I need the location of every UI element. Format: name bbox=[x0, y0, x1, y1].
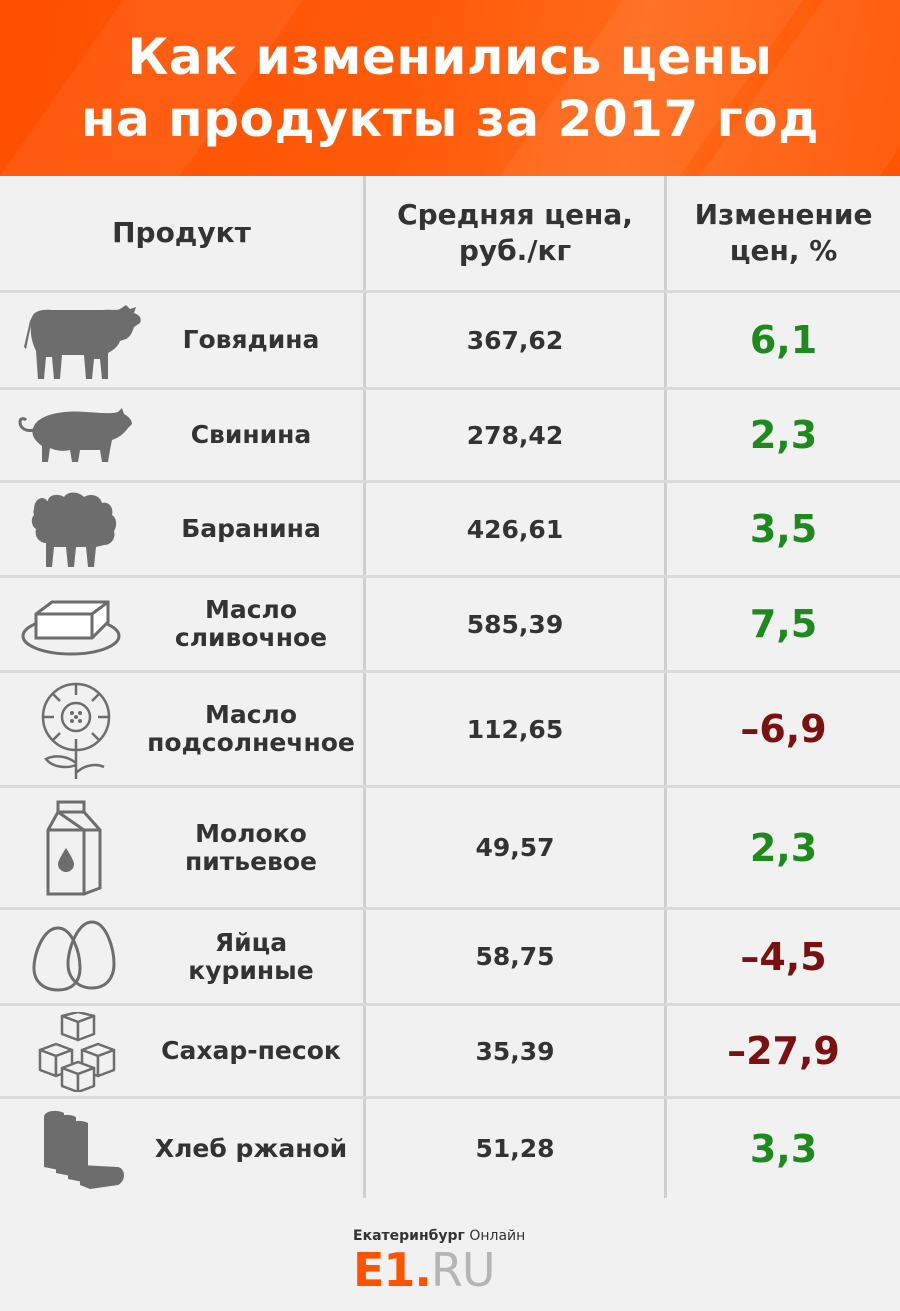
change-value: 2,3 bbox=[749, 413, 818, 457]
table-row: Масло подсолнечное 112,65 –6,9 bbox=[0, 673, 900, 785]
row-divider bbox=[0, 670, 900, 673]
product-name: Масло сливочное bbox=[174, 595, 328, 652]
table-row: Масло сливочное 585,39 7,5 bbox=[0, 578, 900, 670]
cow-icon bbox=[22, 303, 144, 383]
bread-icon bbox=[34, 1107, 130, 1191]
price-value: 278,42 bbox=[466, 420, 564, 450]
row-divider bbox=[0, 480, 900, 483]
header-price: Средняя цена, руб./кг bbox=[397, 198, 633, 267]
column-divider bbox=[363, 176, 366, 1198]
row-divider bbox=[0, 575, 900, 578]
price-value: 426,61 bbox=[466, 514, 564, 544]
sheep-icon bbox=[28, 487, 120, 571]
brand-wordmark: E1.RU bbox=[353, 1243, 496, 1297]
table-row: Молоко питьевое 49,57 2,3 bbox=[0, 788, 900, 907]
price-table: Продукт Средняя цена, руб./кг Изменение … bbox=[0, 176, 900, 1198]
table-row: Говядина 367,62 6,1 bbox=[0, 293, 900, 387]
table-row: Яйца куриные 58,75 –4,5 bbox=[0, 910, 900, 1003]
price-value: 51,28 bbox=[475, 1134, 555, 1163]
price-value: 367,62 bbox=[466, 325, 564, 355]
change-value: 6,1 bbox=[749, 318, 818, 362]
change-value: –4,5 bbox=[740, 934, 827, 979]
product-name: Масло подсолнечное bbox=[147, 700, 355, 757]
change-value: 3,5 bbox=[749, 507, 818, 551]
row-divider bbox=[0, 1003, 900, 1006]
row-divider bbox=[0, 1096, 900, 1099]
price-value: 112,65 bbox=[466, 714, 564, 744]
change-value: 3,3 bbox=[749, 1126, 818, 1171]
row-divider bbox=[0, 907, 900, 910]
title-line-1: Как изменились цены bbox=[127, 28, 773, 86]
table-row: Баранина 426,61 3,5 bbox=[0, 483, 900, 575]
price-value: 35,39 bbox=[475, 1036, 555, 1066]
change-value: 2,3 bbox=[749, 825, 818, 870]
row-divider bbox=[0, 290, 900, 293]
brand-tagline: Екатеринбург Онлайн bbox=[353, 1228, 526, 1244]
change-value: –27,9 bbox=[727, 1029, 840, 1073]
pig-icon bbox=[14, 406, 134, 468]
change-value: –6,9 bbox=[740, 707, 827, 751]
header-change: Изменение цен, % bbox=[694, 198, 873, 267]
page-title: Как изменились цены на продукты за 2017 … bbox=[0, 26, 900, 150]
product-name: Яйца куриные bbox=[188, 927, 314, 985]
title-line-2: на продукты за 2017 год bbox=[80, 90, 819, 148]
row-divider bbox=[0, 785, 900, 788]
header-product: Продукт bbox=[112, 216, 251, 249]
table-row: Хлеб ржаной 51,28 3,3 bbox=[0, 1099, 900, 1198]
price-value: 58,75 bbox=[475, 942, 555, 971]
price-value: 49,57 bbox=[475, 833, 555, 862]
table-row: Сахар-песок 35,39 –27,9 bbox=[0, 1006, 900, 1096]
eggs-icon bbox=[30, 918, 118, 994]
sunflower-icon bbox=[30, 677, 122, 781]
column-divider bbox=[664, 176, 667, 1198]
table-row: Свинина 278,42 2,3 bbox=[0, 390, 900, 480]
product-name: Баранина bbox=[181, 514, 321, 543]
row-divider bbox=[0, 387, 900, 390]
butter-icon bbox=[18, 592, 124, 658]
product-name: Свинина bbox=[190, 420, 312, 449]
milk-carton-icon bbox=[44, 798, 104, 898]
product-name: Говядина bbox=[182, 325, 320, 354]
product-name: Молоко питьевое bbox=[185, 818, 317, 876]
product-name: Хлеб ржаной bbox=[154, 1133, 348, 1163]
sugar-cubes-icon bbox=[36, 1012, 120, 1092]
price-value: 585,39 bbox=[466, 609, 564, 639]
footer-logo: Екатеринбург Онлайн E1.RU bbox=[353, 1228, 553, 1298]
product-name: Сахар-песок bbox=[161, 1036, 341, 1065]
change-value: 7,5 bbox=[749, 602, 818, 646]
header-banner: Как изменились цены на продукты за 2017 … bbox=[0, 0, 900, 176]
